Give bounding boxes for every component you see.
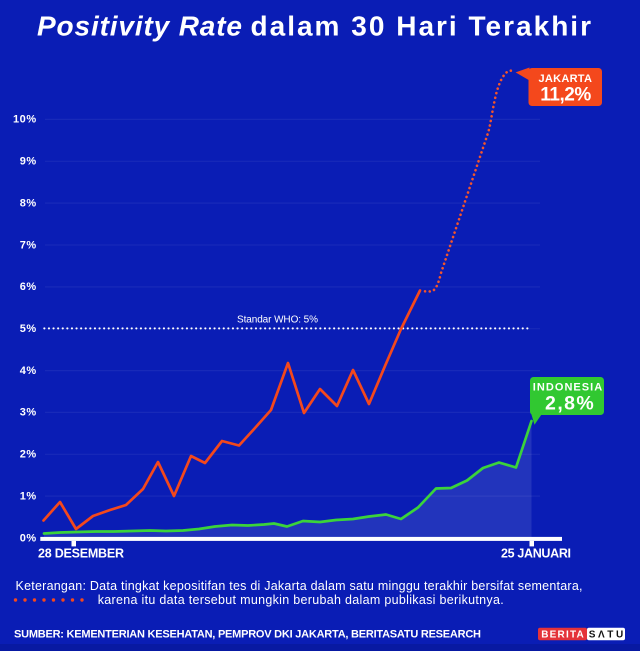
svg-text:9%: 9% (20, 156, 37, 168)
svg-text:2%: 2% (20, 449, 37, 461)
svg-text:dalam 30 Hari Terakhir: dalam 30 Hari Terakhir (251, 11, 592, 42)
svg-text:1%: 1% (20, 490, 37, 502)
svg-text:8%: 8% (20, 197, 37, 209)
svg-text:SUMBER: KEMENTERIAN KESEHATAN,: SUMBER: KEMENTERIAN KESEHATAN, PEMPROV D… (14, 629, 481, 641)
svg-text:Positivity Rate: Positivity Rate (37, 11, 242, 42)
svg-text:4%: 4% (20, 365, 37, 377)
svg-text:INDONESIA: INDONESIA (533, 382, 602, 394)
svg-text:karena itu data tersebut mungk: karena itu data tersebut mungkin berubah… (98, 593, 504, 607)
svg-text:25 JANUARI: 25 JANUARI (501, 547, 571, 561)
svg-text:6%: 6% (20, 281, 37, 293)
svg-text:Standar WHO: 5%: Standar WHO: 5% (237, 315, 318, 326)
svg-text:3%: 3% (20, 407, 37, 419)
svg-text:11,2%: 11,2% (540, 85, 591, 106)
svg-text:BERITA: BERITA (541, 630, 584, 641)
svg-text:10%: 10% (13, 114, 37, 126)
svg-text:5%: 5% (20, 323, 37, 335)
svg-text:0%: 0% (20, 532, 37, 544)
svg-text:28 DESEMBER: 28 DESEMBER (38, 547, 124, 561)
svg-text:7%: 7% (20, 239, 37, 251)
svg-text:2,8%: 2,8% (545, 393, 594, 415)
svg-text:Keterangan: Data tingkat kepos: Keterangan: Data tingkat kepositifan tes… (16, 579, 583, 593)
svg-text:JAKARTA: JAKARTA (538, 73, 592, 85)
